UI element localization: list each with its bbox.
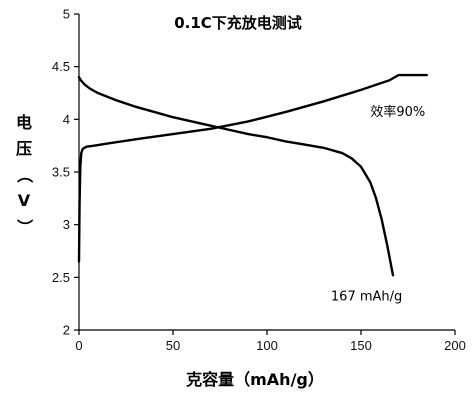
y-axis-label-char: 电: [16, 113, 32, 132]
y-tick-label: 2: [63, 323, 70, 338]
chart-title: 0.1C下充放电测试: [174, 14, 302, 32]
x-axis-label: 克容量（mAh/g）: [186, 370, 324, 389]
x-tick-label: 0: [75, 338, 82, 353]
y-axis-label-char: 压: [16, 139, 32, 158]
y-tick-group: 2 2.5 3 3.5 4 4.5 5: [52, 7, 79, 338]
y-axis-label: 电压 （ V ）: [15, 113, 34, 235]
y-tick-label: 3: [63, 217, 70, 232]
y-tick-label: 2.5: [52, 270, 70, 285]
x-tick-group: 0 50 100 150 200: [75, 330, 466, 353]
x-tick-label: 150: [350, 338, 372, 353]
series-group: [77, 73, 428, 277]
annotation-efficiency: 效率90%: [370, 104, 425, 120]
y-axis-label-char: ）: [15, 219, 34, 235]
series-line-charge: [77, 73, 428, 263]
annotation-group: 效率90% 167 mAh/g: [331, 104, 425, 304]
y-tick-label: 4.5: [52, 59, 70, 74]
x-tick-label: 100: [256, 338, 278, 353]
y-tick-label: 3.5: [52, 165, 70, 180]
annotation-capacity: 167 mAh/g: [331, 290, 402, 305]
x-tick-label: 50: [166, 338, 180, 353]
y-axis-label-char: （: [15, 167, 34, 183]
x-tick-label: 200: [444, 338, 466, 353]
y-axis-label-char: V: [18, 191, 31, 210]
y-tick-label: 4: [63, 112, 70, 127]
series-line-discharge: [77, 76, 395, 277]
y-tick-label: 5: [63, 7, 70, 22]
